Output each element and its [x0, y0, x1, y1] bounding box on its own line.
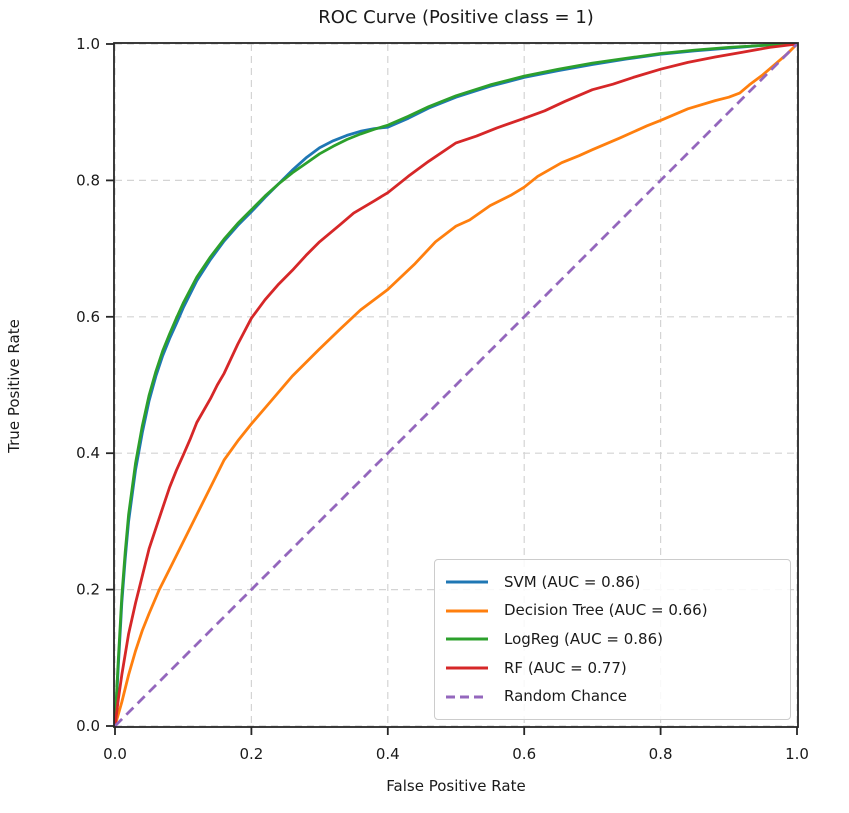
- legend-item-logreg: LogReg (AUC = 0.86): [445, 629, 778, 648]
- legend-label-logreg: LogReg (AUC = 0.86): [504, 629, 663, 648]
- series-line-random_chance: [114, 43, 798, 727]
- x-tick-label: 0.2: [239, 745, 263, 763]
- legend-item-svm: SVM (AUC = 0.86): [445, 572, 778, 591]
- legend-item-random_chance: Random Chance: [445, 689, 778, 704]
- y-tick-label: 1.0: [76, 35, 100, 53]
- x-axis-label: False Positive Rate: [386, 777, 526, 795]
- legend-box: SVM (AUC = 0.86) Decision Tree (AUC = 0.6…: [434, 559, 791, 720]
- x-tick-label: 0.8: [649, 745, 673, 763]
- y-tick-label: 0.6: [76, 308, 100, 326]
- legend-item-rf: RF (AUC = 0.77): [445, 658, 778, 677]
- axes-spines: [113, 42, 799, 728]
- legend-label-svm: SVM (AUC = 0.86): [504, 572, 641, 591]
- y-tick-label: 0.0: [76, 717, 100, 735]
- legend-label-decision_tree: Decision Tree (AUC = 0.66): [504, 601, 708, 620]
- legend-swatch-rf: [446, 666, 488, 670]
- y-tick-label: 0.2: [76, 581, 100, 599]
- legend-swatch-logreg: [446, 637, 488, 641]
- x-tick-label: 0.6: [512, 745, 536, 763]
- legend-label-random_chance: Random Chance: [504, 687, 628, 706]
- x-tick-label: 0.0: [103, 745, 127, 763]
- legend-swatch-random_chance: [446, 695, 488, 699]
- series-line-decision_tree: [113, 43, 798, 727]
- series-line-rf: [113, 42, 798, 727]
- y-tick-label: 0.8: [76, 171, 100, 189]
- chart-title: ROC Curve (Positive class = 1): [318, 7, 594, 28]
- y-tick-label: 0.4: [76, 444, 100, 462]
- legend-label-rf: RF (AUC = 0.77): [504, 658, 627, 677]
- x-tick-label: 1.0: [785, 745, 809, 763]
- legend-item-decision_tree: Decision Tree (AUC = 0.66): [445, 603, 778, 618]
- legend-swatch-decision_tree: [446, 609, 488, 613]
- x-tick-label: 0.4: [376, 745, 400, 763]
- legend-swatch-svm: [446, 580, 488, 584]
- series-line-logreg: [113, 42, 798, 727]
